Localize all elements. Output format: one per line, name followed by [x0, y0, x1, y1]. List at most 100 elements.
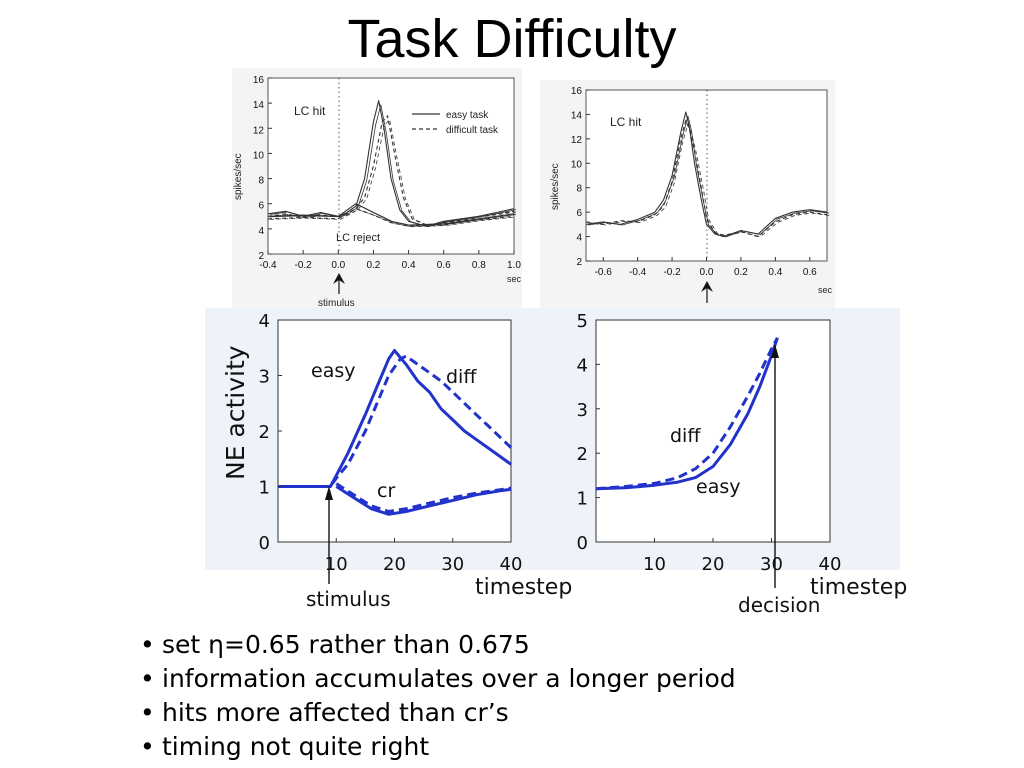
- series-line-secondary-0-2: [270, 204, 517, 226]
- y-tick-label: 4: [258, 226, 264, 237]
- y-tick-label: 3: [259, 367, 270, 388]
- stimulus-arrowhead-bottom: [325, 486, 333, 500]
- bullet-text: set η=0.65 rather than 0.675: [162, 630, 530, 659]
- series-line-2-3: [335, 482, 512, 513]
- x-tick-label: 0.8: [472, 260, 486, 271]
- x-tick-label: -0.6: [595, 267, 613, 278]
- y-tick-label: 1: [259, 478, 270, 499]
- annotation-decision: decision: [738, 593, 820, 617]
- x-tick-label: 10: [325, 554, 348, 575]
- bullet-item: • set η=0.65 rather than 0.675: [140, 628, 736, 662]
- x-tick-label: 20: [383, 554, 406, 575]
- y-tick-label: 14: [571, 110, 583, 121]
- x-tick-label: 0.4: [402, 260, 416, 271]
- y-tick-label: 16: [253, 75, 265, 86]
- stimulus-arrowhead-top: [333, 273, 345, 284]
- bottom-left-series: [278, 349, 513, 516]
- top-left-ticks: -0.4 -0.2 0.0 0.2 0.4 0.6 0.8 1.0 2 4 6 8 10 12 14 16: [253, 75, 522, 271]
- annotation-diff-right: diff: [670, 425, 701, 447]
- decision-arrowhead-top: [701, 281, 713, 292]
- x-tick-label: 40: [500, 554, 523, 575]
- y-tick-label: 12: [571, 135, 583, 146]
- x-tick-label: 0.2: [734, 267, 748, 278]
- x-tick-label: 0.6: [437, 260, 451, 271]
- top-right-xlabel: sec: [818, 285, 833, 295]
- top-right-series: [585, 111, 830, 238]
- slide-title: Task Difficulty: [347, 9, 677, 69]
- bottom-right-ticks: 10 20 30 40 0 1 2 3 4 5: [577, 311, 842, 575]
- series-line-secondary-0-3: [270, 209, 517, 228]
- series-line-2-1: [278, 354, 513, 488]
- y-tick-label: 5: [577, 311, 588, 332]
- bottom-right-plot-frame: [595, 319, 831, 543]
- annotation-stimulus-top: stimulus: [318, 298, 355, 309]
- y-tick-label: 6: [576, 208, 582, 219]
- annotation-lc-hit-right: LC hit: [610, 115, 642, 129]
- x-tick-label: -0.2: [663, 267, 681, 278]
- y-tick-label: 12: [253, 125, 265, 136]
- bottom-right-xlabel: timestep: [810, 575, 907, 600]
- bullet-item: • timing not quite right: [140, 730, 736, 764]
- annotation-easy-right: easy: [696, 476, 740, 498]
- series-line-1-1: [585, 119, 828, 238]
- x-tick-label: -0.4: [629, 267, 647, 278]
- x-tick-label: 40: [819, 554, 842, 575]
- bullet-dot: •: [140, 698, 155, 727]
- bottom-left-xlabel: timestep: [475, 575, 572, 600]
- bottom-left-ylabel: NE activity: [221, 345, 250, 480]
- y-tick-label: 16: [571, 86, 583, 97]
- x-tick-label: 0.0: [700, 267, 714, 278]
- x-tick-label: 1.0: [507, 260, 521, 271]
- series-line-secondary-1-0: [588, 115, 830, 238]
- x-tick-label: 0.6: [803, 267, 817, 278]
- y-tick-label: 6: [258, 201, 264, 212]
- series-line-2-0: [278, 349, 512, 488]
- y-tick-label: 4: [259, 311, 270, 332]
- y-tick-label: 0: [577, 533, 588, 554]
- x-tick-label: 0.2: [366, 260, 380, 271]
- x-tick-label: 20: [702, 554, 725, 575]
- series-line-3-1: [595, 337, 779, 491]
- y-tick-label: 2: [576, 257, 582, 268]
- bullet-text: timing not quite right: [162, 732, 430, 761]
- bottom-right-series: [595, 337, 779, 491]
- x-tick-label: 0.4: [768, 267, 782, 278]
- annotation-lc-hit: LC hit: [294, 104, 326, 118]
- x-tick-label: -0.2: [295, 260, 313, 271]
- bottom-left-ticks: 10 20 30 40 0 1 2 3 4: [259, 311, 523, 575]
- x-tick-label: 30: [441, 554, 464, 575]
- y-tick-label: 8: [576, 184, 582, 195]
- series-line-0-3: [267, 208, 515, 227]
- y-tick-label: 14: [253, 100, 265, 111]
- bullet-item: • information accumulates over a longer p…: [140, 662, 736, 696]
- annotation-stimulus-bottom: stimulus: [306, 587, 391, 611]
- x-tick-label: -0.4: [259, 260, 277, 271]
- annotation-cr: cr: [377, 480, 395, 502]
- series-line-3-0: [595, 337, 779, 491]
- bottom-left-plot-frame: [277, 319, 512, 543]
- y-tick-label: 8: [258, 176, 264, 187]
- bullet-list: • set η=0.65 rather than 0.675 • informati…: [140, 628, 736, 764]
- y-tick-label: 1: [577, 489, 588, 510]
- y-tick-label: 2: [258, 251, 264, 262]
- top-right-ylabel: spikes/sec: [550, 163, 561, 210]
- annotation-lc-reject: LC reject: [336, 232, 380, 244]
- bullet-dot: •: [140, 630, 155, 659]
- series-line-secondary-1-1: [588, 123, 830, 238]
- bullet-dot: •: [140, 664, 155, 693]
- y-tick-label: 10: [253, 150, 265, 161]
- bullet-text: hits more affected than cr’s: [162, 698, 509, 727]
- bullet-item: • hits more affected than cr’s: [140, 696, 736, 730]
- decision-arrowhead-bottom: [771, 344, 779, 358]
- y-tick-label: 0: [259, 533, 270, 554]
- y-tick-label: 2: [577, 444, 588, 465]
- legend-easy-label: easy task: [446, 110, 489, 121]
- y-tick-label: 10: [571, 159, 583, 170]
- legend-difficult-label: difficult task: [446, 125, 499, 136]
- y-tick-label: 2: [259, 422, 270, 443]
- annotation-diff-left: diff: [446, 366, 477, 388]
- top-right-ticks: -0.6 -0.4 -0.2 0.0 0.2 0.4 0.6 2 4 6 8 10 12 14 16: [571, 86, 817, 278]
- y-tick-label: 3: [577, 400, 588, 421]
- top-left-series: [267, 100, 517, 228]
- y-tick-label: 4: [576, 233, 582, 244]
